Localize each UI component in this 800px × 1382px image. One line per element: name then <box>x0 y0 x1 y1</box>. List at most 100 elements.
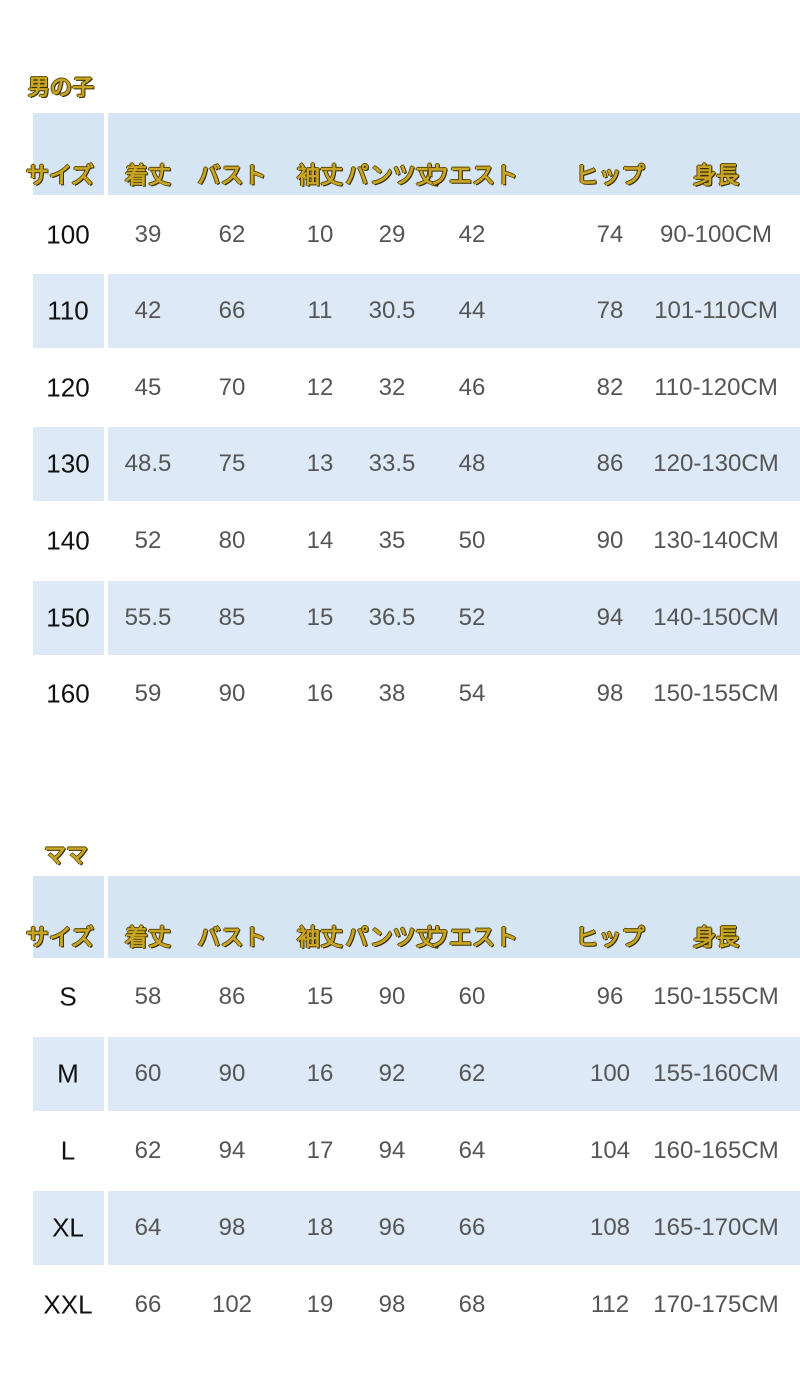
table-cell: 30.5 <box>368 297 416 324</box>
column-header: ヒップ <box>575 925 645 951</box>
column-divider <box>104 113 108 731</box>
table-header-band <box>33 876 800 958</box>
table-title: 男の子 <box>28 76 95 101</box>
table-cell: 70 <box>218 374 246 401</box>
table-cell: 98 <box>378 1291 406 1318</box>
table-cell: 160-165CM <box>653 1137 779 1164</box>
table-cell: 48 <box>458 450 486 477</box>
table-title: ママ <box>44 844 89 869</box>
table-cell: 110-120CM <box>654 374 778 401</box>
table-cell: 130-140CM <box>653 527 779 554</box>
column-header: バスト <box>197 925 267 951</box>
table-cell: 58 <box>134 983 162 1010</box>
table-cell: 96 <box>596 983 624 1010</box>
table-cell: 92 <box>378 1060 406 1087</box>
table-cell: 98 <box>218 1214 246 1241</box>
table-cell: 66 <box>218 297 246 324</box>
table-cell: 60 <box>134 1060 162 1087</box>
table-cell: 62 <box>458 1060 486 1087</box>
table-cell: 90 <box>596 527 624 554</box>
column-header: 着丈 <box>125 925 171 951</box>
row-band <box>33 581 800 655</box>
table-cell: 14 <box>306 527 334 554</box>
table-cell: 36.5 <box>368 604 416 631</box>
column-header: バスト <box>197 163 267 189</box>
table-cell: 140-150CM <box>653 604 779 631</box>
table-cell: 16 <box>306 680 334 707</box>
table-cell: 35 <box>378 527 406 554</box>
column-header: サイズ <box>25 925 95 951</box>
table-cell: 94 <box>596 604 624 631</box>
column-divider <box>104 876 108 1342</box>
table-cell: 150-155CM <box>653 680 779 707</box>
table-cell: 29 <box>378 221 406 248</box>
column-header: パンツ丈 <box>345 163 439 189</box>
table-cell: 62 <box>134 1137 162 1164</box>
size-label: 160 <box>46 678 90 709</box>
table-cell: 17 <box>306 1137 334 1164</box>
table-cell: 94 <box>218 1137 246 1164</box>
table-cell: 112 <box>590 1291 630 1318</box>
table-cell: 68 <box>458 1291 486 1318</box>
table-header-band <box>33 113 800 195</box>
table-cell: 86 <box>218 983 246 1010</box>
table-cell: 59 <box>134 680 162 707</box>
table-cell: 38 <box>378 680 406 707</box>
table-cell: 52 <box>458 604 486 631</box>
table-cell: 98 <box>596 680 624 707</box>
table-cell: 55.5 <box>124 604 172 631</box>
table-cell: 94 <box>378 1137 406 1164</box>
table-cell: 78 <box>596 297 624 324</box>
table-cell: 60 <box>458 983 486 1010</box>
row-band <box>33 274 800 348</box>
table-cell: 155-160CM <box>653 1060 779 1087</box>
table-cell: 32 <box>378 374 406 401</box>
column-header: ウエスト <box>426 925 518 951</box>
row-band <box>33 1191 800 1265</box>
size-label: L <box>60 1135 76 1166</box>
table-cell: 108 <box>589 1214 631 1241</box>
table-cell: 66 <box>134 1291 162 1318</box>
row-band <box>33 427 800 501</box>
table-cell: 62 <box>218 221 246 248</box>
column-header: 着丈 <box>125 163 171 189</box>
table-cell: 15 <box>306 604 334 631</box>
table-cell: 39 <box>134 221 162 248</box>
column-header: ヒップ <box>575 163 645 189</box>
table-cell: 52 <box>134 527 162 554</box>
size-label: XXL <box>43 1289 93 1320</box>
table-cell: 15 <box>306 983 334 1010</box>
table-cell: 170-175CM <box>653 1291 779 1318</box>
size-label: S <box>59 981 77 1012</box>
size-label: 120 <box>46 372 90 403</box>
table-cell: 11 <box>307 297 333 324</box>
table-cell: 101-110CM <box>654 297 778 324</box>
table-cell: 90-100CM <box>659 221 773 248</box>
table-cell: 64 <box>134 1214 162 1241</box>
table-cell: 19 <box>306 1291 334 1318</box>
table-cell: 18 <box>306 1214 334 1241</box>
size-label: XL <box>52 1212 84 1243</box>
table-cell: 33.5 <box>368 450 416 477</box>
table-cell: 16 <box>306 1060 334 1087</box>
size-label: 100 <box>46 219 90 250</box>
table-cell: 74 <box>596 221 624 248</box>
table-cell: 46 <box>458 374 486 401</box>
size-label: 140 <box>46 525 90 556</box>
column-header: サイズ <box>25 163 95 189</box>
column-header: ウエスト <box>426 163 518 189</box>
table-cell: 100 <box>589 1060 631 1087</box>
table-cell: 90 <box>218 1060 246 1087</box>
table-cell: 50 <box>458 527 486 554</box>
column-header: 身長 <box>693 925 739 951</box>
table-cell: 80 <box>218 527 246 554</box>
table-cell: 90 <box>218 680 246 707</box>
table-cell: 44 <box>458 297 486 324</box>
table-cell: 66 <box>458 1214 486 1241</box>
column-header: 袖丈 <box>297 925 343 951</box>
table-cell: 12 <box>306 374 334 401</box>
table-cell: 165-170CM <box>653 1214 779 1241</box>
table-cell: 150-155CM <box>653 983 779 1010</box>
table-cell: 75 <box>218 450 246 477</box>
table-cell: 85 <box>218 604 246 631</box>
